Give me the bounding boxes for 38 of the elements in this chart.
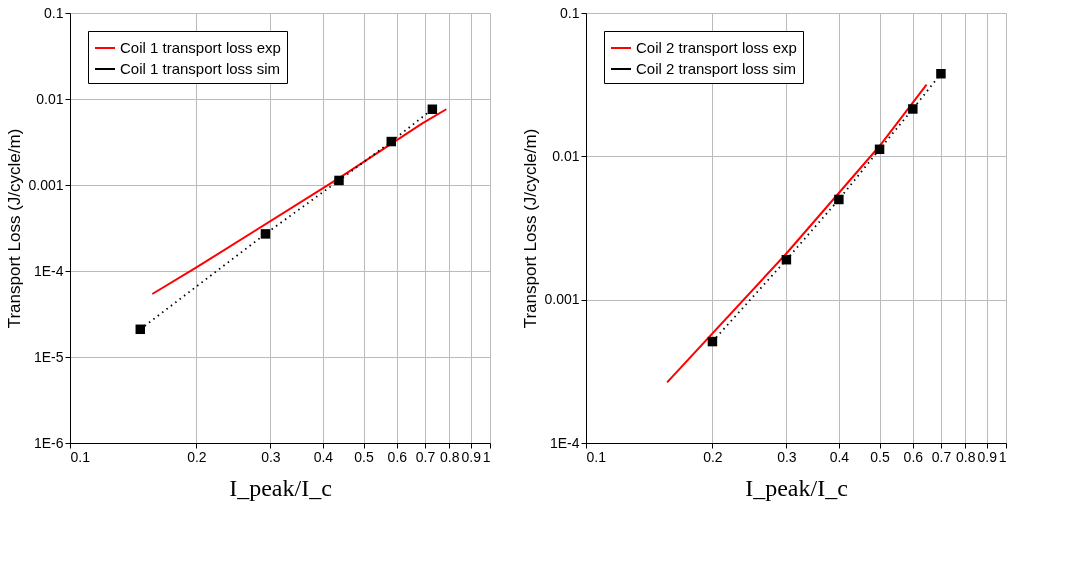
x-tick-label: 0.6 <box>387 448 408 465</box>
x-tick-label: 0.5 <box>870 448 891 465</box>
x-tick-label: 0.2 <box>187 448 207 465</box>
x-tick-label: 0.2 <box>703 448 723 465</box>
y-tick-label: 0.01 <box>36 90 64 107</box>
x-tick-label: 0.9 <box>461 448 482 465</box>
x-tick-label: 0.3 <box>777 448 797 465</box>
x-tick-label: 0.6 <box>903 448 924 465</box>
y-tick-label: 0.001 <box>544 291 580 308</box>
y-tick-label: 1E-6 <box>33 434 64 451</box>
x-tick-label: 0.8 <box>956 448 976 465</box>
x-tick-label: 0.4 <box>313 448 334 465</box>
y-tick-label: 1E-5 <box>33 348 64 365</box>
y-tick-label: 0.01 <box>552 147 580 164</box>
legend-label: Coil 1 transport loss sim <box>120 60 281 77</box>
x-tick-label: 0.9 <box>977 448 998 465</box>
x-axis-title: I_peak/I_c <box>745 474 848 501</box>
legend-label: Coil 2 transport loss sim <box>636 60 797 77</box>
y-axis-title: Transport Loss (J/cycle/m) <box>5 128 25 329</box>
y-tick-label: 0.1 <box>44 4 64 21</box>
x-tick-label: 0.1 <box>70 448 91 465</box>
y-tick-label: 0.001 <box>28 176 64 193</box>
x-tick-label: 1 <box>998 448 1007 465</box>
y-tick-label: 1E-4 <box>33 262 64 279</box>
y-tick-label: 0.1 <box>560 4 580 21</box>
x-tick-label: 0.5 <box>354 448 375 465</box>
y-tick-label: 1E-4 <box>549 434 580 451</box>
x-tick-label: 0.7 <box>931 448 952 465</box>
x-axis-title: I_peak/I_c <box>229 474 332 501</box>
x-tick-label: 0.3 <box>261 448 281 465</box>
x-tick-label: 0.4 <box>829 448 850 465</box>
x-tick-label: 0.1 <box>586 448 607 465</box>
x-tick-label: 0.7 <box>415 448 436 465</box>
x-tick-label: 1 <box>482 448 491 465</box>
legend-label: Coil 2 transport loss exp <box>636 39 797 56</box>
x-tick-label: 0.8 <box>440 448 460 465</box>
y-axis-title: Transport Loss (J/cycle/m) <box>521 128 541 329</box>
legend-label: Coil 1 transport loss exp <box>120 39 281 56</box>
